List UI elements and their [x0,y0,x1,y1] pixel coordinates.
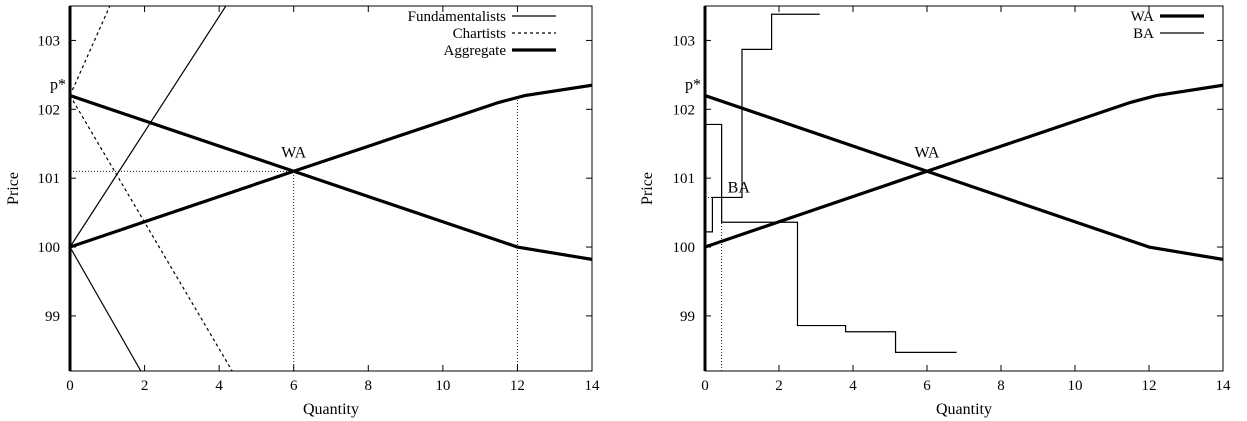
y-axis-title: Price [5,172,22,205]
series-line-wa [705,94,1223,262]
x-tick-label: 14 [585,378,601,394]
x-axis-title: Quantity [303,401,359,418]
x-tick-label: 8 [365,378,373,394]
series-line-aggregate [70,83,592,249]
x-tick-label: 12 [1142,378,1157,394]
legend-label: Fundamentalists [408,9,506,25]
legend-label: Aggregate [444,43,507,59]
x-tick-label: 14 [1216,378,1232,394]
right-chart-panel: 0 2 4 6 8 10 12 14 99 100 101 102 103 Quantity Price WA… [639,5,1232,418]
legend-label: WA [1131,9,1154,25]
annotation-pstar: p* [685,77,701,94]
annotation-pstar: p* [50,77,66,94]
series-line-aggregate [70,94,592,262]
y-tick-label: 103 [38,33,61,49]
y-tick-label: 99 [45,309,60,325]
legend-label: Chartists [453,26,506,42]
left-chart-panel: 0 2 4 6 8 10 12 14 99 100 101 102 103 Quantity Price WA… [5,5,601,418]
series-line-fundamentalists [70,246,142,371]
y-tick-label: 99 [680,309,695,325]
y-tick-label: 102 [38,102,61,118]
y-tick-label: 100 [38,240,61,256]
series-line-chartists [70,6,111,96]
x-tick-label: 10 [1068,378,1083,394]
x-tick-label: 8 [997,378,1005,394]
y-tick-label: 103 [673,33,696,49]
y-tick-label: 101 [38,171,61,187]
annotation-ba: BA [728,179,751,196]
x-tick-label: 12 [510,378,525,394]
x-tick-label: 0 [66,378,74,394]
annotation-wa: WA [281,144,306,161]
legend-label: BA [1133,26,1154,42]
x-tick-label: 6 [923,378,931,394]
annotation-wa: WA [915,144,940,161]
plot-frame [704,5,1224,372]
y-tick-label: 100 [673,240,696,256]
x-tick-label: 10 [435,378,450,394]
series-line-ba [705,95,957,354]
y-tick-label: 102 [673,102,696,118]
series-line-ba [705,13,820,248]
y-tick-label: 101 [673,171,696,187]
series-line-wa [705,83,1223,249]
x-tick-label: 4 [215,378,223,394]
x-tick-label: 6 [290,378,298,394]
x-axis-title: Quantity [936,401,992,418]
x-tick-label: 2 [775,378,783,394]
x-tick-label: 0 [701,378,709,394]
x-tick-label: 4 [849,378,857,394]
x-tick-label: 2 [141,378,149,394]
series-line-chartists [70,95,233,371]
plot-frame [69,5,593,372]
y-axis-title: Price [639,172,656,205]
